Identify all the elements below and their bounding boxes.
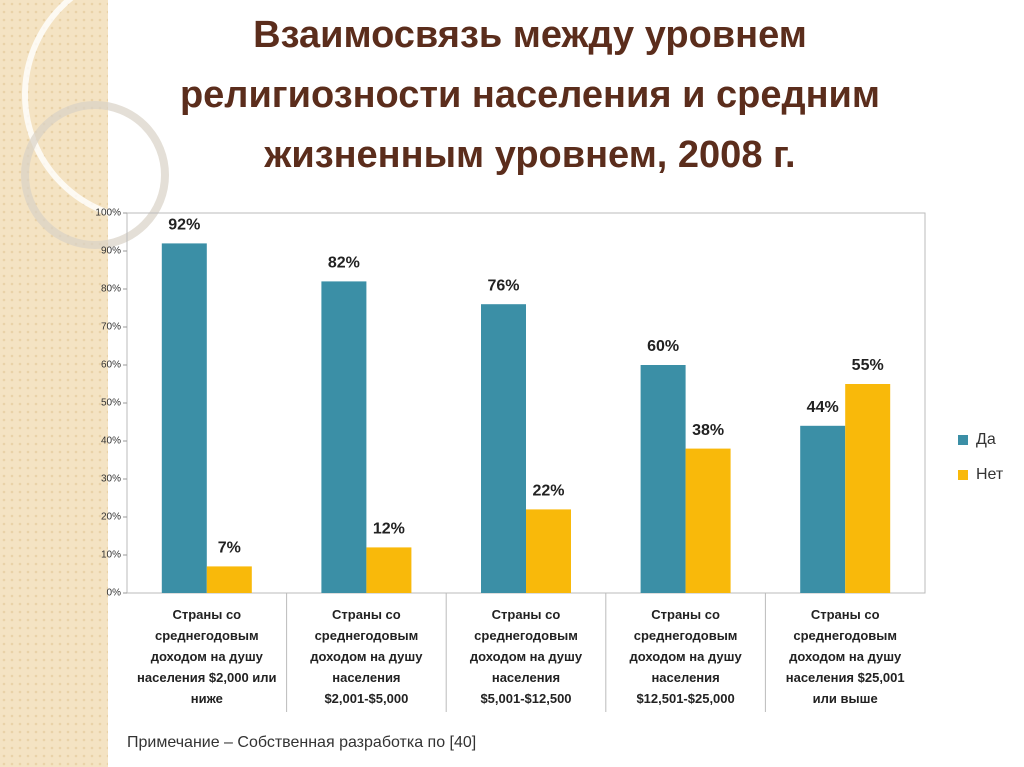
y-tick-label: 70% bbox=[101, 322, 121, 333]
value-label: 12% bbox=[373, 521, 405, 538]
y-tick-label: 100% bbox=[95, 208, 121, 219]
value-label: 60% bbox=[647, 338, 679, 355]
bar bbox=[321, 281, 367, 593]
bar bbox=[481, 304, 526, 593]
value-label: 76% bbox=[487, 277, 519, 294]
value-label: 92% bbox=[168, 217, 200, 234]
y-tick-label: 30% bbox=[101, 474, 121, 485]
bar bbox=[161, 243, 207, 593]
value-label: 38% bbox=[692, 422, 724, 439]
x-tick-label: Страны со среднегодовым доходом на душу … bbox=[469, 607, 583, 706]
value-label: 44% bbox=[807, 399, 839, 416]
chart-title: Взаимосвязь между уровнем bbox=[253, 14, 807, 56]
legend-label: Да bbox=[976, 431, 996, 448]
decor-circle bbox=[21, 101, 169, 249]
y-tick-label: 90% bbox=[101, 246, 121, 257]
y-tick-label: 0% bbox=[107, 588, 122, 599]
y-tick-label: 10% bbox=[101, 550, 121, 561]
legend-swatch bbox=[958, 435, 968, 445]
bar bbox=[685, 448, 731, 593]
bar bbox=[845, 384, 891, 593]
y-tick-label: 20% bbox=[101, 512, 121, 523]
bar bbox=[640, 365, 686, 593]
value-label: 7% bbox=[218, 540, 241, 557]
x-tick-label: Страны со среднегодовым доходом на душу … bbox=[137, 607, 277, 706]
x-tick-label: Страны со среднегодовым доходом на душу … bbox=[629, 607, 742, 706]
chart-title: жизненным уровнем, 2008 г. bbox=[264, 134, 796, 176]
decor-strip bbox=[0, 0, 108, 767]
legend-swatch bbox=[958, 470, 968, 480]
note: Примечание – Собственная разработка по [… bbox=[127, 734, 477, 751]
y-tick-label: 80% bbox=[101, 284, 121, 295]
value-label: 22% bbox=[532, 483, 564, 500]
y-tick-label: 60% bbox=[101, 360, 121, 371]
y-tick-label: 40% bbox=[101, 436, 121, 447]
legend-label: Нет bbox=[976, 466, 1004, 483]
chart-title: религиозности населения и средним bbox=[179, 74, 881, 116]
bar bbox=[800, 425, 846, 593]
x-tick-label: Страны со среднегодовым доходом на душу … bbox=[785, 607, 905, 706]
value-label: 82% bbox=[328, 255, 360, 272]
bar bbox=[206, 566, 252, 593]
bar bbox=[366, 547, 412, 593]
bar bbox=[526, 509, 571, 593]
value-label: 55% bbox=[852, 357, 884, 374]
x-tick-label: Страны со среднегодовым доходом на душу … bbox=[310, 607, 423, 706]
y-tick-label: 50% bbox=[101, 398, 121, 409]
